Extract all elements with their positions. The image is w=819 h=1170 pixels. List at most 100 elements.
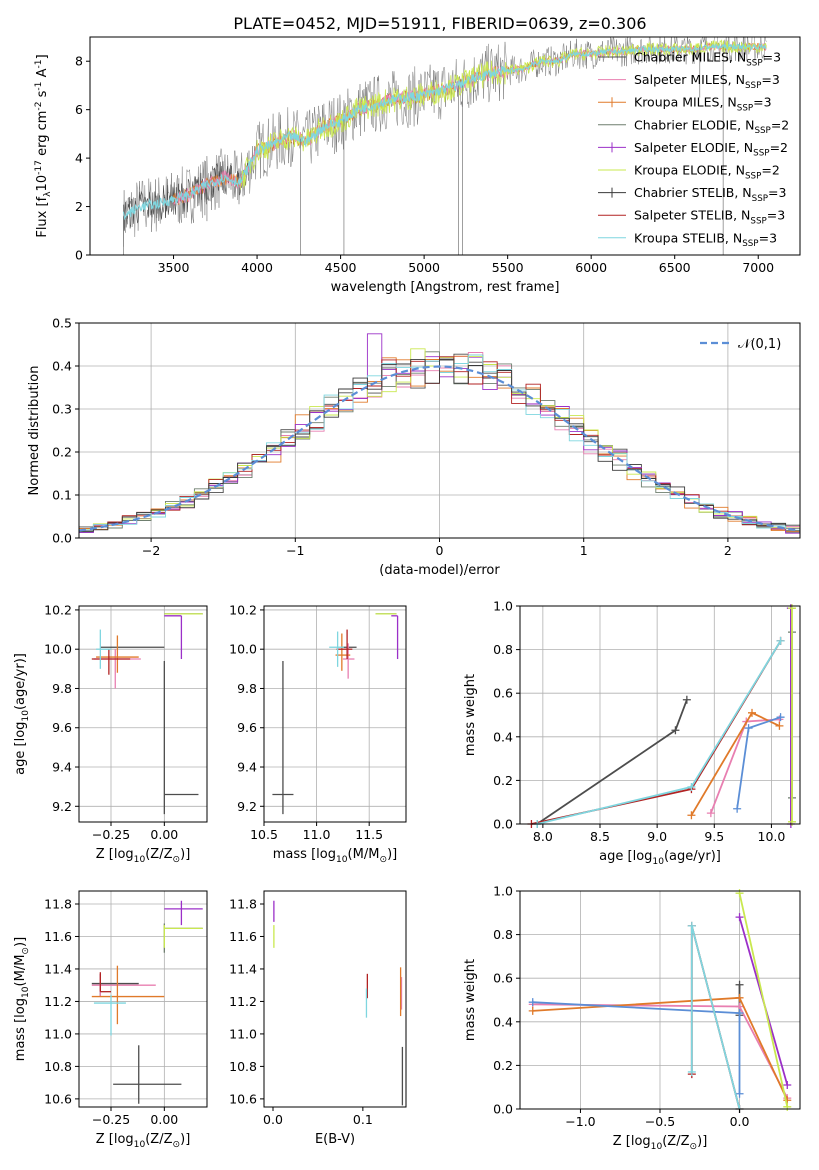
axes-weight_vs_age: 8.0 8.5 9.0 9.5 10.0 0.0 0.2 0.4 0.6 0.8 1.0 age [l… [463,599,801,867]
label-script: ⊙ [21,947,31,955]
label-script: 10 [652,857,664,867]
x-tick-label: 0.1 [353,1112,373,1127]
weight-marker [783,1102,792,1111]
label-script: ⊙ [690,1142,698,1152]
y-tick-label: 11.6 [44,929,72,944]
x-tick-label: 1 [580,543,588,558]
y-axis-label: Normed distribution [27,366,42,496]
y-axis-label: mass weight [463,959,478,1041]
plots-group: 3500 4000 4500 5000 5500 6000 6500 7000 0 2 4 6 8 wav… [13,36,801,1152]
label-text: )] [180,1132,190,1147]
label-script: SSP [742,239,758,249]
label-script: ⊙ [173,855,181,865]
y-tick-label: 11.8 [229,896,257,911]
y-tick-label: 9.2 [52,799,72,814]
weight-marker [735,993,744,1002]
y-axis-label: age [log10(age/yr)] [13,653,31,775]
legend-label: Salpeter ELODIE, NSSP=2 [634,140,788,159]
figure-title: PLATE=0452, MJD=51911, FIBERID=0639, z=0… [233,14,646,33]
label-script: SSP [754,126,770,136]
label-script: -1 [34,59,44,68]
weight-marker [735,980,744,989]
weight-marker [788,604,796,613]
y-tick-label: 9.2 [237,799,257,814]
weight-line [736,716,781,809]
plot-frame [89,36,801,256]
y-tick-label: 0.1 [52,488,72,503]
y-tick-label: 0.0 [493,1102,513,1117]
label-script: 10 [134,855,146,865]
x-tick-label: 9.0 [647,829,667,844]
weight-marker [735,1089,744,1098]
label-text: )] [387,847,397,862]
y-tick-label: 11.8 [44,896,72,911]
label-script: 10 [21,986,31,998]
label-script: SSP [746,58,762,68]
y-tick-label: 0.6 [493,686,513,701]
x-axis-label: Z [log10(Z/Z⊙)] [613,1134,708,1152]
label-text: )] [180,847,190,862]
x-tick-label: 6000 [575,260,607,275]
label-script: -2 [34,102,44,111]
label-script: λ [43,191,53,197]
x-tick-label: 9.5 [704,829,724,844]
weight-line [532,1001,741,1094]
y-tick-label: 11.2 [44,994,72,1009]
x-tick-label: 3500 [158,260,190,275]
x-axis-label: Z [log10(Z/Z⊙)] [96,847,191,865]
y-tick-label: 9.8 [237,681,257,696]
plot-frame [78,890,208,1108]
x-tick-label: 2 [724,543,732,558]
weight-line [531,640,782,825]
axes-age_vs_Z: −0.25 0.009.29.49.69.810.010.2Z [log10(Z/… [13,602,208,865]
axes-residuals: −2 −1 0 1 2 0.0 0.1 0.2 0.3 0.4 0.5 (data-model)/er… [27,316,801,578]
y-tick-label: 0.4 [493,1014,513,1029]
axes-mass_vs_ebv: 0.0 0.1 10.6 10.8 11.0 11.2 11.4 11.6 11.8 E(B-V) [229,890,407,1147]
axes-mass_vs_Z: −0.25 0.00 10.6 10.8 11.0 11.2 11.4 11.6 11.8 Z [… [13,890,208,1150]
x-tick-label: 0 [436,543,444,558]
label-text: (age/yr)] [664,849,721,864]
y-tick-label: 0.3 [52,402,72,417]
weight-marker [744,724,753,733]
x-tick-label: 0.0 [730,1114,750,1129]
label-text: Z [log [613,1134,651,1149]
y-axis-label: mass weight [463,674,478,756]
axes-spectrum: 3500 4000 4500 5000 5500 6000 6500 7000 0 2 4 6 8 wav… [34,36,801,295]
label-text: Kroupa STELIB, N [634,230,742,245]
x-tick-label: 5000 [408,260,440,275]
y-tick-label: 9.6 [52,720,72,735]
label-text: mass [log [13,998,28,1061]
label-script: SSP [737,103,753,113]
legend-label: Chabrier ELODIE, NSSP=2 [634,117,789,136]
legend-label: 𝒩(0,1) [738,337,781,352]
spectrum-line [122,42,767,221]
label-text: =2 [770,140,788,155]
x-tick-label: −0.25 [92,1112,130,1127]
label-text: Normed distribution [27,366,42,496]
label-text: Chabrier ELODIE, N [634,117,754,132]
label-text: (Z/Z [145,847,172,862]
label-text: wavelength [Angstrom, rest frame] [331,280,560,295]
label-text: Salpeter STELIB, N [634,208,750,223]
label-script: SSP [752,194,768,204]
y-tick-label: 0.8 [493,927,513,942]
label-text: age [log [13,722,28,775]
x-axis-label: Z [log10(Z/Z⊙)] [96,1132,191,1150]
weight-marker [776,713,785,722]
y-tick-label: 11.4 [44,961,72,976]
y-tick-label: 0.2 [493,1058,513,1073]
label-text: 𝒩(0,1) [738,337,781,352]
x-tick-label: −2 [142,543,160,558]
label-text: mass [log [273,847,336,862]
label-text: (age/yr)] [13,653,28,710]
label-text: (M/M [348,847,380,862]
x-tick-label: 4000 [241,260,273,275]
x-tick-label: 6500 [659,260,691,275]
label-text: Salpeter MILES, N [634,72,745,87]
x-tick-label: 10.0 [758,829,786,844]
x-tick-label: 8.0 [533,829,553,844]
y-tick-label: 11.2 [229,994,257,1009]
weight-marker [733,804,742,813]
weight-line [738,893,789,1107]
